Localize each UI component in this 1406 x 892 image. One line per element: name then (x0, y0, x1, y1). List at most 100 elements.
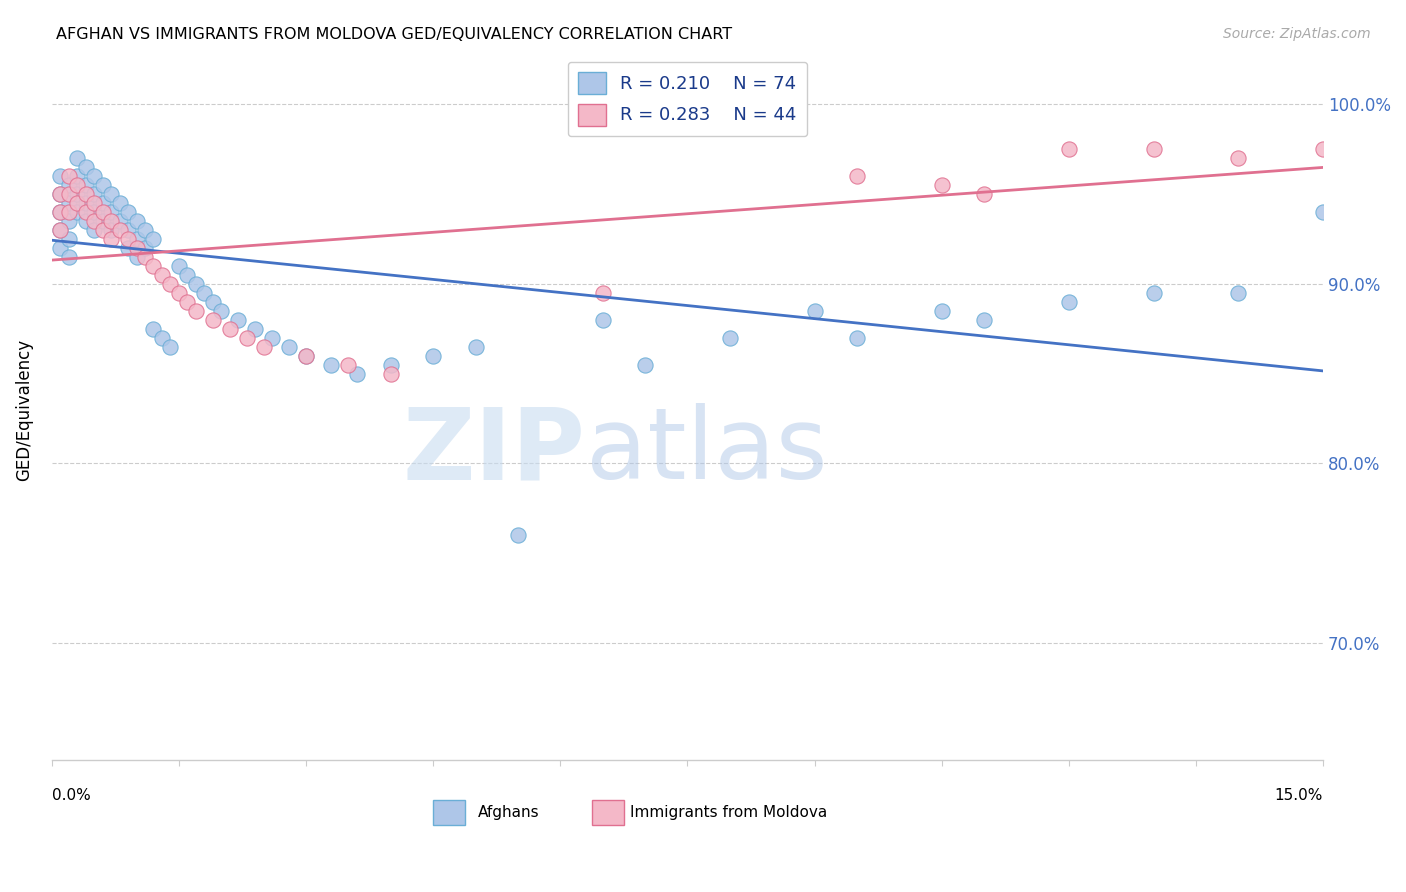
Point (718, 331, 741, 345)
Point (931, 178, 953, 193)
Point (846, 169, 869, 184)
Point (150, 331, 173, 345)
Point (83, 196, 105, 211)
Point (49, 187, 72, 202)
Point (159, 340, 181, 354)
Point (83, 205, 105, 219)
Text: ZIP: ZIP (404, 403, 586, 500)
Point (184, 304, 207, 318)
Point (58, 232, 80, 246)
Point (117, 232, 139, 246)
Point (973, 187, 995, 202)
Point (226, 313, 249, 327)
Point (464, 340, 486, 354)
Point (58, 214, 80, 228)
Point (49, 223, 72, 237)
Point (262, 331, 284, 345)
Point (422, 349, 444, 363)
Point (253, 340, 276, 354)
Point (100, 214, 122, 228)
Point (592, 313, 614, 327)
Point (100, 232, 122, 246)
Text: 0.0%: 0.0% (52, 788, 90, 803)
Point (100, 223, 122, 237)
Point (75, 205, 97, 219)
Point (167, 285, 190, 300)
Point (1227, 151, 1250, 165)
Point (66, 151, 89, 165)
Point (337, 358, 360, 372)
Point (931, 304, 953, 318)
Y-axis label: GED/Equivalency: GED/Equivalency (15, 339, 32, 481)
Point (159, 277, 181, 291)
FancyBboxPatch shape (433, 799, 465, 825)
Point (66, 178, 89, 193)
Point (58, 250, 80, 264)
Point (108, 223, 131, 237)
Point (58, 205, 80, 219)
Point (1354, 133, 1376, 147)
Point (83, 214, 105, 228)
Point (117, 223, 139, 237)
Point (91, 214, 114, 228)
Text: atlas: atlas (586, 403, 827, 500)
Point (243, 322, 266, 336)
Point (201, 294, 224, 309)
Text: Afghans: Afghans (478, 805, 540, 820)
Point (176, 268, 198, 282)
Point (235, 331, 257, 345)
Point (142, 232, 165, 246)
FancyBboxPatch shape (592, 799, 624, 825)
Point (117, 241, 139, 255)
Point (108, 196, 131, 211)
Point (100, 205, 122, 219)
Point (125, 232, 148, 246)
Point (1142, 285, 1164, 300)
Point (846, 331, 869, 345)
Point (49, 205, 72, 219)
Point (592, 285, 614, 300)
Point (83, 223, 105, 237)
Point (321, 358, 343, 372)
Point (58, 187, 80, 202)
Point (218, 322, 240, 336)
Point (125, 250, 148, 264)
Point (193, 285, 215, 300)
Point (634, 358, 657, 372)
Point (506, 528, 529, 542)
Point (134, 241, 156, 255)
Point (75, 214, 97, 228)
Point (58, 196, 80, 211)
Point (209, 304, 232, 318)
Point (91, 205, 114, 219)
Point (346, 367, 368, 381)
Point (49, 223, 72, 237)
Point (49, 187, 72, 202)
Point (803, 304, 825, 318)
Point (142, 259, 165, 273)
Point (75, 187, 97, 202)
Point (83, 187, 105, 202)
Point (49, 205, 72, 219)
Point (142, 322, 165, 336)
Point (1057, 294, 1080, 309)
Point (75, 161, 97, 175)
Point (91, 196, 114, 211)
Point (134, 250, 156, 264)
Point (125, 241, 148, 255)
Point (380, 358, 402, 372)
Point (278, 340, 301, 354)
Legend: R = 0.210    N = 74, R = 0.283    N = 44: R = 0.210 N = 74, R = 0.283 N = 44 (568, 62, 807, 136)
Text: Source: ZipAtlas.com: Source: ZipAtlas.com (1223, 27, 1371, 41)
Point (201, 313, 224, 327)
Point (75, 196, 97, 211)
Point (49, 241, 72, 255)
Point (108, 214, 131, 228)
Point (1057, 142, 1080, 156)
Point (91, 223, 114, 237)
Point (66, 187, 89, 202)
Point (125, 214, 148, 228)
Point (58, 169, 80, 184)
Point (973, 313, 995, 327)
Point (150, 268, 173, 282)
